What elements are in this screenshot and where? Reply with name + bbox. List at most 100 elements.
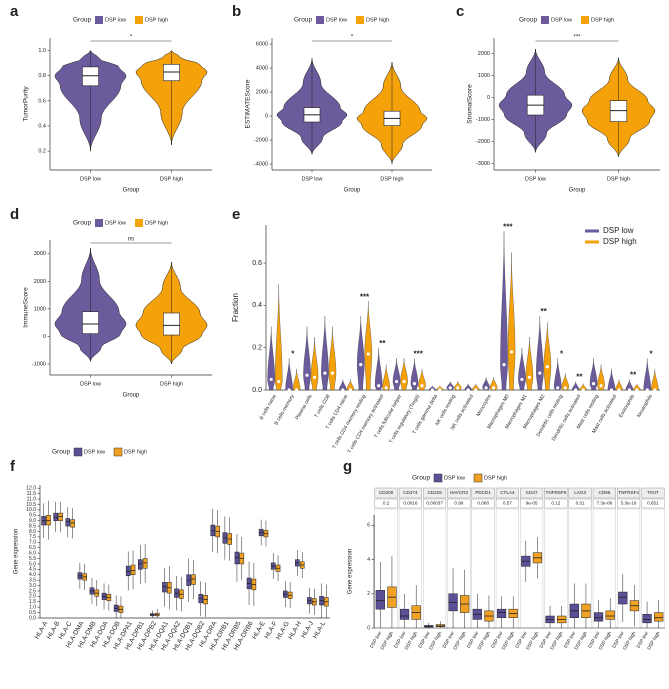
median-dot — [466, 388, 470, 392]
y-tick-label: 10.0 — [26, 507, 36, 513]
median-dot — [474, 388, 478, 392]
legend-label: DSP high — [366, 17, 389, 23]
signif-label: *** — [360, 292, 370, 301]
facet-strip — [544, 498, 568, 509]
x-axis-label: Group — [569, 188, 586, 194]
y-tick-label: 1000 — [478, 73, 490, 79]
violin — [418, 368, 426, 391]
facet-strip — [544, 487, 568, 499]
legend-label: DSP high — [145, 220, 168, 226]
facet-strip — [398, 498, 422, 509]
violin — [507, 252, 516, 391]
legend-label: DSP low — [603, 226, 634, 235]
y-tick-label: 0.5 — [29, 610, 36, 616]
violin — [554, 358, 562, 391]
panel-label: g — [343, 458, 352, 475]
x-tick-label: DSP low — [80, 176, 101, 182]
x-tick-label: Plasma cells — [294, 393, 313, 421]
median-dot — [456, 386, 460, 390]
violin — [357, 315, 365, 391]
violin — [543, 322, 552, 391]
x-tick-label: DSP low — [80, 381, 101, 387]
y-tick-label: 0 — [265, 113, 268, 119]
violin — [571, 381, 580, 391]
median-dot — [502, 363, 506, 367]
facet-strip — [617, 487, 641, 499]
median-dot — [269, 377, 273, 382]
facet-title: LAG3 — [574, 490, 586, 495]
y-tick-label: 8.0 — [29, 529, 36, 535]
box — [642, 614, 652, 624]
y-tick-label: 0 — [367, 625, 370, 631]
y-tick-label: 2000 — [478, 51, 490, 57]
facet-panel — [398, 508, 422, 629]
facet-title: CD200 — [379, 490, 394, 495]
violin — [428, 385, 437, 391]
p-value: 9e-05 — [526, 501, 538, 506]
facet-strip — [447, 487, 471, 499]
x-tick-label: T cells CD8 — [313, 393, 331, 418]
median-dot — [581, 388, 585, 392]
violin — [589, 358, 598, 391]
median-dot — [312, 375, 317, 379]
facet-strip — [495, 498, 519, 509]
median-dot — [366, 352, 370, 356]
median-dot — [295, 388, 299, 392]
y-tick-label: 2.0 — [29, 594, 36, 600]
median-dot — [287, 388, 291, 392]
facet-strip — [471, 498, 495, 509]
panel-label: f — [10, 458, 16, 475]
signif-label: ** — [540, 307, 547, 316]
y-tick-label: 3.0 — [29, 583, 36, 589]
y-tick-label: 7.5 — [29, 534, 36, 540]
legend-label: DSP high — [603, 237, 637, 246]
violin — [651, 368, 659, 391]
facet-panel — [423, 508, 447, 629]
facet-title: TNFRSF4 — [618, 490, 639, 495]
violin — [436, 385, 444, 391]
box — [234, 551, 240, 565]
legend-label: DSP low — [551, 17, 572, 23]
y-axis-label: StromalScore — [467, 84, 474, 124]
facet-title: CD226 — [427, 490, 442, 495]
violin — [615, 379, 623, 391]
y-tick-label: -1000 — [476, 117, 490, 123]
violin — [328, 326, 337, 391]
y-axis-label: TumorPurity — [23, 86, 30, 122]
x-tick-label: DSP high — [160, 381, 183, 387]
y-tick-label: -3000 — [476, 161, 490, 167]
median-dot — [484, 386, 488, 390]
y-tick-label: 1000 — [34, 306, 46, 312]
legend-title: Group — [294, 17, 312, 24]
box — [130, 564, 136, 575]
box — [65, 518, 71, 527]
violin — [500, 231, 508, 391]
legend-label: DSP low — [444, 475, 465, 481]
median-dot — [384, 386, 388, 390]
box — [399, 608, 410, 620]
median-dot — [323, 371, 327, 375]
box — [609, 100, 628, 122]
y-tick-label: 11.5 — [27, 491, 37, 497]
legend-label: DSP high — [145, 17, 168, 23]
y-axis-label: Fraction — [231, 293, 240, 322]
y-tick-label: 2000 — [256, 89, 268, 95]
facet-strip — [568, 498, 592, 509]
legend-label: DSP low — [326, 17, 347, 23]
facet-title: CTLA4 — [500, 490, 515, 495]
median-dot — [359, 363, 363, 367]
y-tick-label: 1.0 — [38, 48, 46, 54]
legend-label: DSP high — [124, 449, 147, 455]
box — [593, 612, 604, 622]
legend-swatch — [433, 473, 443, 483]
y-tick-label: 2.5 — [29, 588, 36, 594]
facet-panel — [520, 508, 544, 629]
legend-label: DSP low — [105, 17, 126, 23]
violin — [464, 383, 472, 391]
facet-panel — [374, 508, 398, 629]
facet-panel — [471, 508, 495, 629]
facet-strip — [423, 487, 447, 499]
p-value: 0.651 — [647, 501, 659, 506]
y-tick-label: 2 — [367, 591, 370, 597]
y-tick-label: 0.4 — [252, 302, 262, 309]
